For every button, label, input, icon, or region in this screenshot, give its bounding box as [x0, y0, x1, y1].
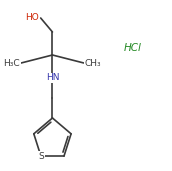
Text: HO: HO — [25, 14, 39, 23]
Text: CH₃: CH₃ — [85, 58, 101, 68]
Text: HN: HN — [46, 74, 59, 82]
Text: S: S — [38, 152, 44, 161]
Text: H₃C: H₃C — [3, 58, 20, 68]
Text: HCl: HCl — [124, 43, 142, 53]
